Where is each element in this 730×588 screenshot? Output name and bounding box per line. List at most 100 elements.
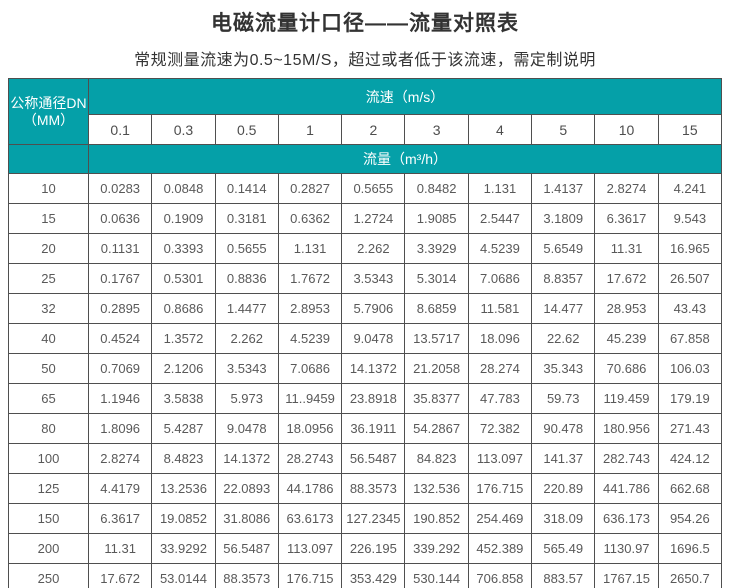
flow-value-cell: 0.2827 <box>277 173 343 204</box>
flow-value-cell: 132.536 <box>404 473 469 504</box>
flow-value-cell: 2.5447 <box>467 203 533 234</box>
velocity-value-cell: 3 <box>404 114 469 145</box>
table-row: 50 0.7069 2.1206 3.5343 7.0686 14.1372 21.2058… <box>8 353 723 384</box>
flow-value-cell: 70.686 <box>594 353 659 384</box>
flow-value-cell: 7.0686 <box>277 353 343 384</box>
flow-value-cell: 14.1372 <box>214 443 279 474</box>
dn-cell: 80 <box>8 413 89 444</box>
flow-value-cell: 8.4823 <box>151 443 216 474</box>
flow-value-cell: 1696.5 <box>657 533 723 564</box>
flow-value-cell: 0.1909 <box>151 203 216 234</box>
table-row: 32 0.2895 0.8686 1.4477 2.8953 5.7906 8.6859 11… <box>8 293 723 324</box>
flow-value-cell: 2.8274 <box>87 443 153 474</box>
flow-value-cell: 190.852 <box>404 503 469 534</box>
flow-value-cell: 3.3929 <box>404 233 469 264</box>
flow-value-cell: 88.3573 <box>341 473 406 504</box>
flow-value-cell: 5.6549 <box>531 233 596 264</box>
flow-value-cell: 662.68 <box>657 473 723 504</box>
flow-value-cell: 353.429 <box>341 563 406 588</box>
flow-value-cell: 180.956 <box>594 413 659 444</box>
flow-value-cell: 36.1911 <box>341 413 406 444</box>
flow-header-row: 流量（m³/h） <box>8 144 722 174</box>
flow-value-cell: 452.389 <box>467 533 533 564</box>
flow-value-cell: 530.144 <box>404 563 469 588</box>
flow-value-cell: 5.7906 <box>341 293 406 324</box>
velocity-value-cell: 1 <box>277 114 343 145</box>
flow-value-cell: 119.459 <box>594 383 659 414</box>
flow-value-cell: 44.1786 <box>277 473 343 504</box>
velocity-value-cell: 5 <box>531 114 596 145</box>
flow-value-cell: 1.7672 <box>277 263 343 294</box>
flow-value-cell: 2.1206 <box>151 353 216 384</box>
flow-value-cell: 0.5655 <box>341 173 406 204</box>
flow-value-cell: 0.5301 <box>151 263 216 294</box>
velocity-value-cell: 4 <box>467 114 533 145</box>
flow-value-cell: 8.8357 <box>531 263 596 294</box>
flow-value-cell: 28.953 <box>594 293 659 324</box>
flow-value-cell: 31.8086 <box>214 503 279 534</box>
flow-value-cell: 318.09 <box>531 503 596 534</box>
flow-value-cell: 3.5838 <box>151 383 216 414</box>
flow-value-cell: 4.241 <box>657 173 723 204</box>
page-subtitle: 常规测量流速为0.5~15M/S，超过或者低于该流速，需定制说明 <box>134 52 596 69</box>
flow-value-cell: 954.26 <box>657 503 723 534</box>
velocity-value-cell: 0.5 <box>214 114 279 145</box>
flow-value-cell: 5.973 <box>214 383 279 414</box>
dn-column-header: 公称通径DN （MM） <box>8 78 89 145</box>
flow-value-cell: 18.096 <box>467 323 533 354</box>
flow-value-cell: 141.37 <box>531 443 596 474</box>
flow-value-cell: 2.262 <box>341 233 406 264</box>
flow-value-cell: 17.672 <box>594 263 659 294</box>
flow-value-cell: 0.1414 <box>214 173 279 204</box>
flow-value-cell: 0.1131 <box>87 233 153 264</box>
velocity-value-cell: 2 <box>341 114 406 145</box>
flow-value-cell: 1.9085 <box>404 203 469 234</box>
flow-value-cell: 0.0283 <box>87 173 153 204</box>
table-row: 10 0.0283 0.0848 0.1414 0.2827 0.5655 0.8482 1.… <box>8 173 723 204</box>
flow-value-cell: 35.343 <box>531 353 596 384</box>
flow-value-cell: 565.49 <box>531 533 596 564</box>
flow-value-cell: 176.715 <box>467 473 533 504</box>
dn-cell: 10 <box>8 173 89 204</box>
dn-cell: 32 <box>8 293 89 324</box>
dn-cell: 100 <box>8 443 89 474</box>
flow-value-cell: 113.097 <box>467 443 533 474</box>
flow-value-cell: 22.62 <box>531 323 596 354</box>
flow-value-cell: 0.2895 <box>87 293 153 324</box>
flow-value-cell: 18.0956 <box>277 413 343 444</box>
dn-cell: 20 <box>8 233 89 264</box>
flow-value-cell: 59.73 <box>531 383 596 414</box>
flow-value-cell: 45.239 <box>594 323 659 354</box>
flow-value-cell: 43.43 <box>657 293 723 324</box>
table-row: 20 0.1131 0.3393 0.5655 1.131 2.262 3.3929 4.52… <box>8 233 723 264</box>
flow-value-cell: 28.2743 <box>277 443 343 474</box>
flow-value-cell: 67.858 <box>657 323 723 354</box>
table-row: 15 0.0636 0.1909 0.3181 0.6362 1.2724 1.9085 2.… <box>8 203 723 234</box>
flow-value-cell: 2.262 <box>214 323 279 354</box>
flow-value-cell: 179.19 <box>657 383 723 414</box>
flow-value-cell: 56.5487 <box>214 533 279 564</box>
flow-value-cell: 5.4287 <box>151 413 216 444</box>
flow-value-cell: 2650.7 <box>657 563 723 588</box>
header-row-top: 公称通径DN （MM） 流速（m/s） <box>8 78 722 145</box>
flow-value-cell: 3.5343 <box>341 263 406 294</box>
flow-value-cell: 19.0852 <box>151 503 216 534</box>
flow-value-cell: 2.8953 <box>277 293 343 324</box>
flow-value-cell: 47.783 <box>467 383 533 414</box>
flow-value-cell: 254.469 <box>467 503 533 534</box>
flow-value-cell: 84.823 <box>404 443 469 474</box>
flow-value-cell: 883.57 <box>531 563 596 588</box>
flow-value-cell: 2.8274 <box>594 173 659 204</box>
flow-value-cell: 0.1767 <box>87 263 153 294</box>
table-row: 100 2.8274 8.4823 14.1372 28.2743 56.5487 84.8… <box>8 443 723 474</box>
flow-value-cell: 9.543 <box>657 203 723 234</box>
table-row: 125 4.4179 13.2536 22.0893 44.1786 88.3573 132… <box>8 473 723 504</box>
flow-value-cell: 3.1809 <box>531 203 596 234</box>
flow-value-cell: 282.743 <box>594 443 659 474</box>
dn-cell: 50 <box>8 353 89 384</box>
flow-value-cell: 1.8096 <box>87 413 153 444</box>
dn-cell: 40 <box>8 323 89 354</box>
flow-value-cell: 441.786 <box>594 473 659 504</box>
flow-data-body: 10 0.0283 0.0848 0.1414 0.2827 0.5655 0.8482 1.… <box>8 173 723 588</box>
flow-value-cell: 56.5487 <box>341 443 406 474</box>
